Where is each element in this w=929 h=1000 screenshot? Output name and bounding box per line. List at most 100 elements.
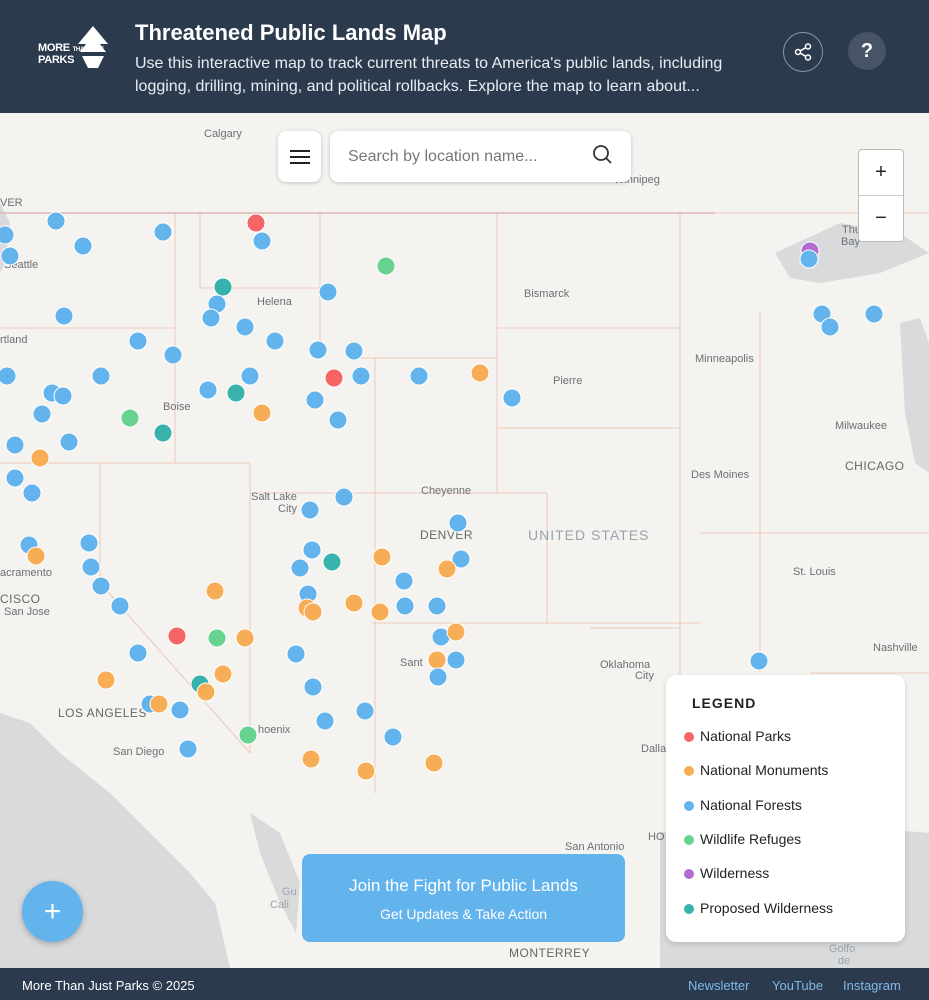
youtube-link[interactable]: YouTube [772, 978, 824, 993]
map-marker[interactable] [749, 651, 769, 671]
zoom-in-button[interactable]: + [859, 150, 903, 196]
map-marker[interactable] [91, 366, 111, 386]
map-marker[interactable] [205, 581, 225, 601]
map-marker[interactable] [235, 317, 255, 337]
logo[interactable]: MORE THAN JUST PARKS [38, 24, 110, 72]
map-marker[interactable] [328, 410, 348, 430]
map-marker[interactable] [409, 366, 429, 386]
map-marker[interactable] [110, 596, 130, 616]
map-marker[interactable] [424, 753, 444, 773]
map-marker[interactable] [394, 571, 414, 591]
add-button[interactable]: + [22, 881, 83, 942]
map-marker[interactable] [315, 711, 335, 731]
map-marker[interactable] [26, 546, 46, 566]
map-marker[interactable] [318, 282, 338, 302]
map-marker[interactable] [207, 628, 227, 648]
map-marker[interactable] [238, 725, 258, 745]
map-marker[interactable] [46, 211, 66, 231]
map-marker[interactable] [163, 345, 183, 365]
map-marker[interactable] [0, 246, 20, 266]
map-marker[interactable] [153, 222, 173, 242]
map-marker[interactable] [303, 677, 323, 697]
map-marker[interactable] [213, 664, 233, 684]
map-marker[interactable] [395, 596, 415, 616]
map-marker[interactable] [0, 225, 15, 245]
map-marker[interactable] [351, 366, 371, 386]
share-button[interactable] [783, 32, 823, 72]
map-marker[interactable] [198, 380, 218, 400]
map-marker[interactable] [820, 317, 840, 337]
map-marker[interactable] [302, 540, 322, 560]
map-marker[interactable] [303, 602, 323, 622]
map-marker[interactable] [59, 432, 79, 452]
map-marker[interactable] [79, 533, 99, 553]
map-marker[interactable] [120, 408, 140, 428]
map-marker[interactable] [53, 386, 73, 406]
map-marker[interactable] [128, 331, 148, 351]
map-marker[interactable] [300, 500, 320, 520]
search-icon[interactable] [592, 144, 614, 166]
map-marker[interactable] [370, 602, 390, 622]
map-marker[interactable] [30, 448, 50, 468]
map-marker[interactable] [451, 549, 471, 569]
map-marker[interactable] [308, 340, 328, 360]
search-input[interactable] [346, 143, 580, 171]
map-marker[interactable] [252, 231, 272, 251]
map-marker[interactable] [446, 650, 466, 670]
join-fight-button[interactable]: Join the Fight for Public Lands Get Upda… [302, 854, 625, 942]
map-marker[interactable] [864, 304, 884, 324]
map-marker[interactable] [149, 694, 169, 714]
map-marker[interactable] [170, 700, 190, 720]
map-marker[interactable] [128, 643, 148, 663]
map-marker[interactable] [334, 487, 354, 507]
help-button[interactable]: ? [848, 32, 886, 70]
map-marker[interactable] [265, 331, 285, 351]
map-marker[interactable] [376, 256, 396, 276]
map-marker[interactable] [322, 552, 342, 572]
map-marker[interactable] [372, 547, 392, 567]
map-marker[interactable] [301, 749, 321, 769]
map-marker[interactable] [22, 483, 42, 503]
map-marker[interactable] [252, 403, 272, 423]
map-marker[interactable] [290, 558, 310, 578]
map-marker[interactable] [799, 249, 819, 269]
map-marker[interactable] [0, 366, 17, 386]
map-marker[interactable] [286, 644, 306, 664]
map-marker[interactable] [32, 404, 52, 424]
map-marker[interactable] [240, 366, 260, 386]
map-marker[interactable] [91, 576, 111, 596]
map-marker[interactable] [5, 468, 25, 488]
menu-button[interactable] [278, 131, 321, 182]
map-marker[interactable] [355, 701, 375, 721]
map-marker[interactable] [344, 341, 364, 361]
zoom-out-button[interactable]: − [875, 207, 887, 229]
map-marker[interactable] [178, 739, 198, 759]
map-marker[interactable] [446, 622, 466, 642]
map-marker[interactable] [383, 727, 403, 747]
map-marker[interactable] [448, 513, 468, 533]
map-marker[interactable] [324, 368, 344, 388]
map-marker[interactable] [5, 435, 25, 455]
map-canvas[interactable]: Calgary VER Seattle rtland Helena Boise … [0, 113, 929, 968]
instagram-link[interactable]: Instagram [843, 978, 901, 993]
map-marker[interactable] [81, 557, 101, 577]
map-marker[interactable] [356, 761, 376, 781]
map-marker[interactable] [502, 388, 522, 408]
map-marker[interactable] [153, 423, 173, 443]
map-marker[interactable] [305, 390, 325, 410]
map-marker[interactable] [201, 308, 221, 328]
map-marker[interactable] [96, 670, 116, 690]
map-marker[interactable] [226, 383, 246, 403]
map-marker[interactable] [470, 363, 490, 383]
map-marker[interactable] [428, 667, 448, 687]
map-marker[interactable] [54, 306, 74, 326]
map-marker[interactable] [246, 213, 266, 233]
map-marker[interactable] [437, 559, 457, 579]
map-marker[interactable] [196, 682, 216, 702]
map-marker[interactable] [73, 236, 93, 256]
map-marker[interactable] [344, 593, 364, 613]
map-marker[interactable] [167, 626, 187, 646]
map-marker[interactable] [427, 596, 447, 616]
newsletter-link[interactable]: Newsletter [688, 978, 750, 993]
map-marker[interactable] [235, 628, 255, 648]
